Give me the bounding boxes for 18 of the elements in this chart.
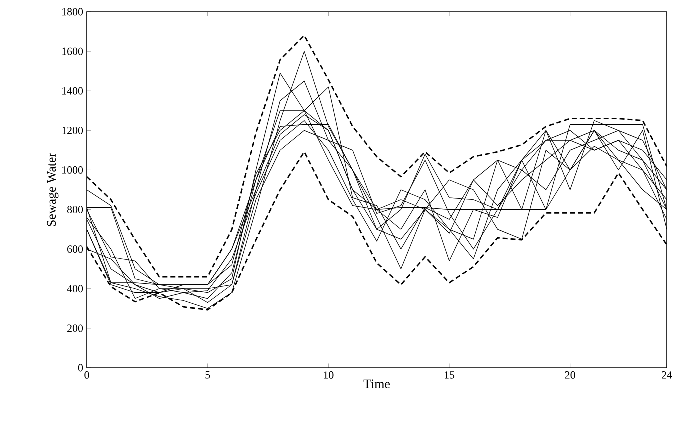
y-tick-label: 1800 [62,8,84,16]
x-axis-title: Time [364,380,390,388]
y-tick-label: 1200 [62,126,84,134]
y-tick-label: 800 [67,206,84,214]
x-tick-label: 20 [565,372,576,379]
x-tick-label: 10 [324,372,334,379]
x-tick-label: 15 [444,372,455,379]
y-tick-label: 1000 [62,166,84,174]
y-tick-label: 200 [68,324,84,332]
y-axis-title: Sewage Water [47,153,59,226]
x-tick-label: 5 [206,372,210,379]
y-tick-label: 0 [78,364,84,372]
y-tick-label: 1400 [62,87,84,95]
y-tick-label: 600 [68,246,84,254]
x-tick-label: 0 [84,372,90,379]
x-tick-label: 24 [662,372,672,379]
y-tick-label: 400 [67,285,84,293]
y-tick-label: 1600 [62,48,84,56]
